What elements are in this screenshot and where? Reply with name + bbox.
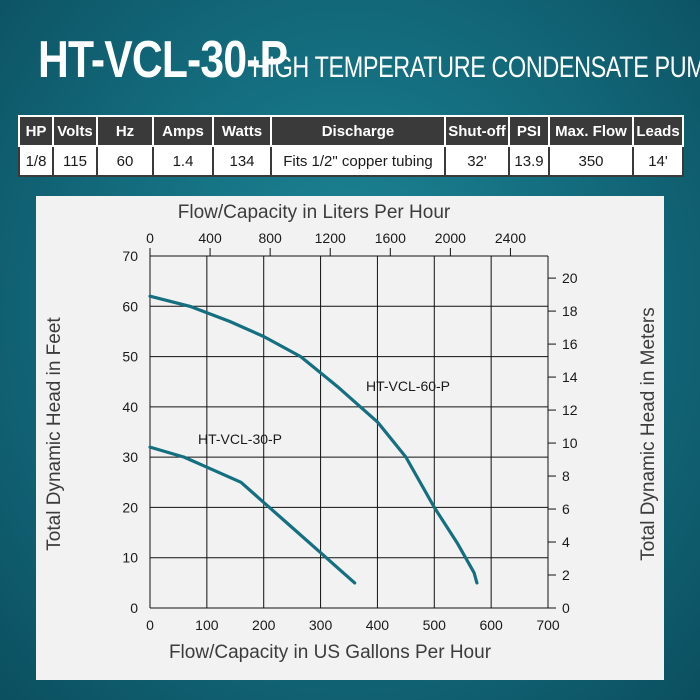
spec-header-row: HP Volts Hz Amps Watts Discharge Shut-of…	[18, 115, 684, 147]
y-tick-label: 20	[122, 499, 138, 515]
y2-tick-label: 18	[562, 303, 578, 319]
y2-tick-label: 2	[562, 567, 570, 583]
x2-axis-title: Flow/Capacity in Liters Per Hour	[178, 202, 451, 223]
y2-tick-label: 0	[562, 600, 570, 616]
x-tick-label: 200	[252, 617, 276, 633]
y-tick-label: 40	[122, 399, 138, 415]
y-axis-title: Total Dynamic Head in Feet	[44, 317, 65, 551]
chart-panel: 0 100 200 300 400 500 600 700 0 10 20 30 40 50 60 70 0 40…	[36, 196, 664, 680]
x-tick-label: 100	[195, 617, 219, 633]
y2-tick-label: 16	[562, 336, 578, 352]
spec-table: HP Volts Hz Amps Watts Discharge Shut-of…	[18, 115, 684, 177]
spec-header-cell: HP	[18, 115, 54, 147]
y-tick-label: 60	[122, 298, 138, 314]
x2-tick-label: 800	[258, 230, 282, 246]
spec-header-cell: Volts	[52, 115, 98, 147]
y2-tick-label: 4	[562, 534, 570, 550]
x2-tick-label: 400	[198, 230, 222, 246]
y-tick-label: 50	[122, 349, 138, 365]
series-line-vcl-60	[148, 294, 479, 585]
curve-layer	[148, 294, 479, 585]
y2-tick-label: 10	[562, 435, 578, 451]
x-axis-title: Flow/Capacity in US Gallons Per Hour	[169, 642, 492, 663]
x-tick-label: 500	[423, 617, 447, 633]
spec-header-cell: Shut-off	[444, 115, 510, 147]
spec-header-cell: Discharge	[270, 115, 446, 147]
y-tick-label: 10	[122, 550, 138, 566]
x2-tick-label: 2000	[435, 230, 466, 246]
spec-value-cell: 350	[548, 145, 634, 177]
spec-value-cell: 115	[52, 145, 98, 177]
x-tick-label: 400	[366, 617, 390, 633]
y2-tick-label: 14	[562, 369, 578, 385]
series-line-vcl-30	[148, 445, 357, 585]
y2-tick-label: 8	[562, 468, 570, 484]
spec-value-cell: 60	[96, 145, 154, 177]
spec-header-cell: Amps	[152, 115, 214, 147]
y2-axis-title: Total Dynamic Head in Meters	[638, 307, 659, 560]
x-tick-label: 300	[309, 617, 333, 633]
y-tick-label: 0	[130, 600, 138, 616]
series-label-vcl-30: HT-VCL-30-P	[198, 431, 282, 447]
title-model: HT-VCL-30-P	[38, 31, 288, 89]
grid-layer	[149, 255, 549, 609]
x-tick-label: 700	[536, 617, 560, 633]
spec-header-cell: Watts	[212, 115, 272, 147]
spec-value-cell: 1/8	[18, 145, 54, 177]
title-description: HIGH TEMPERATURE CONDENSATE PUMP	[252, 51, 700, 84]
y-tick-label: 70	[122, 248, 138, 264]
spec-header-cell: PSI	[508, 115, 550, 147]
x2-tick-label: 1600	[375, 230, 406, 246]
spec-value-cell: 13.9	[508, 145, 550, 177]
y2-tick-label: 12	[562, 402, 578, 418]
spec-value-cell: 1.4	[152, 145, 214, 177]
y-tick-label: 30	[122, 449, 138, 465]
spec-header-cell: Leads	[632, 115, 684, 147]
x2-tick-label: 0	[146, 230, 154, 246]
spec-value-cell: 134	[212, 145, 272, 177]
x2-tick-label: 2400	[495, 230, 526, 246]
spec-value-cell: Fits 1/2" copper tubing	[270, 145, 446, 177]
y2-tick-label: 20	[562, 270, 578, 286]
page-title: HT-VCL-30-P HIGH TEMPERATURE CONDENSATE …	[38, 30, 700, 100]
x-tick-label: 0	[146, 617, 154, 633]
x2-tick-label: 1200	[315, 230, 346, 246]
spec-value-cell: 32'	[444, 145, 510, 177]
x-tick-label: 600	[479, 617, 503, 633]
spec-value-cell: 14'	[632, 145, 684, 177]
spec-value-row: 1/8 115 60 1.4 134 Fits 1/2" copper tubi…	[18, 145, 684, 177]
series-label-vcl-60: HT-VCL-60-P	[366, 378, 450, 394]
y2-tick-label: 6	[562, 501, 570, 517]
spec-header-cell: Max. Flow	[548, 115, 634, 147]
spec-header-cell: Hz	[96, 115, 154, 147]
